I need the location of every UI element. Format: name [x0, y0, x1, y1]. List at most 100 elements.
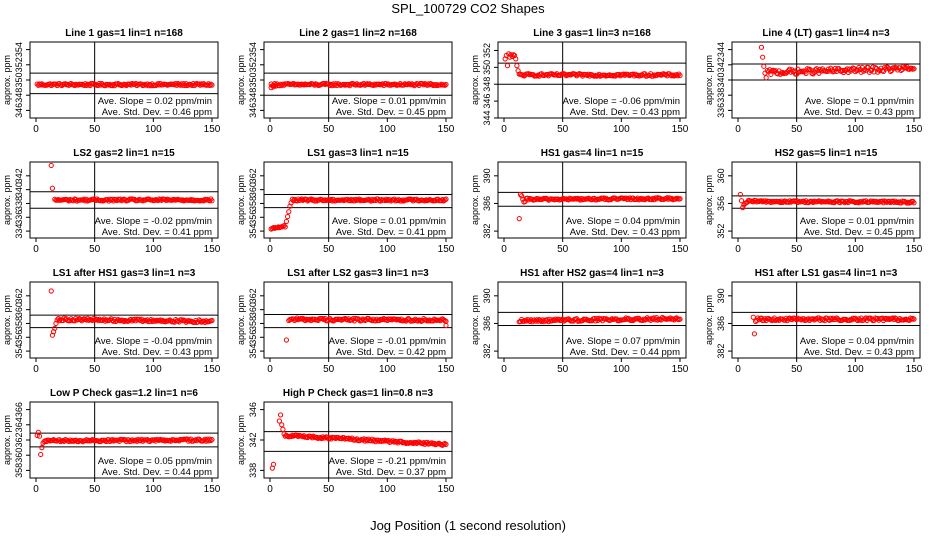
- data-point: [69, 437, 75, 443]
- data-point: [392, 81, 399, 87]
- y-tick-label: 390: [716, 288, 726, 303]
- std-dev-annotation: Ave. Std. Dev. = 0.43 ppm: [804, 107, 914, 118]
- data-point: [404, 82, 410, 88]
- data-point: [652, 195, 658, 201]
- data-point: [443, 318, 449, 324]
- x-tick-label: 0: [33, 244, 39, 255]
- data-point: [443, 81, 449, 88]
- data-point: [553, 316, 559, 322]
- std-dev-annotation: Ave. Std. Dev. = 0.45 ppm: [336, 107, 446, 118]
- data-point: [412, 82, 419, 88]
- data-point: [280, 81, 286, 87]
- data-point: [832, 65, 838, 71]
- slope-annotation: Ave. Slope = 0.05 ppm/min: [98, 456, 212, 467]
- data-point: [149, 318, 155, 325]
- data-point: [409, 197, 415, 203]
- data-point: [38, 82, 44, 88]
- data-point: [650, 73, 656, 79]
- y-tick-label: 362: [248, 168, 258, 183]
- data-point: [609, 196, 615, 202]
- data-point: [555, 196, 561, 202]
- data-point: [438, 317, 444, 323]
- chart-panel: LS1 after LS2 gas=3 lin=1 n=3 0 50 100 150 35…: [236, 268, 455, 375]
- plot-frame: [731, 161, 921, 239]
- x-tick-label: 150: [438, 124, 455, 135]
- data-point: [133, 437, 139, 443]
- std-dev-annotation: Ave. Std. Dev. = 0.43 ppm: [102, 347, 212, 358]
- data-point: [737, 191, 743, 198]
- data-point: [277, 81, 284, 87]
- y-tick-label: 360: [14, 302, 24, 317]
- panel-title: HS1 after LS1 gas=4 lin=1 n=3: [755, 268, 898, 279]
- x-tick-label: 50: [323, 364, 335, 375]
- data-point: [209, 436, 215, 443]
- chart-panel: LS2 gas=2 lin=1 n=150 50 100 15033433633834…: [2, 148, 221, 255]
- data-point: [423, 317, 429, 323]
- x-tick-label: 100: [145, 364, 162, 375]
- data-point: [873, 198, 880, 204]
- x-tick-label: 100: [847, 364, 864, 375]
- x-tick-label: 100: [847, 244, 864, 255]
- x-tick-label: 100: [379, 364, 396, 375]
- data-point: [281, 222, 287, 229]
- x-tick-label: 100: [613, 244, 630, 255]
- data-point: [153, 318, 159, 324]
- panel-title: Line 4 (LT) gas=1 lin=4 n=3: [762, 28, 890, 39]
- data-point: [317, 435, 324, 441]
- data-point: [103, 317, 110, 323]
- chart-panel: Low P Check gas=1.2 lin=1 n=6 0 50 100 150 35…: [2, 388, 221, 495]
- slope-annotation: Ave. Slope = -0.04 ppm/min: [95, 336, 212, 347]
- data-point: [677, 72, 683, 79]
- x-tick-label: 100: [613, 364, 630, 375]
- panel-title: HS1 after HS2 gas=4 lin=1 n=3: [520, 268, 664, 279]
- data-point: [885, 315, 891, 322]
- panel-title: LS1 after HS1 gas=3 lin=1 n=3: [53, 268, 196, 279]
- y-tick-label: 348: [248, 88, 258, 103]
- data-point: [877, 68, 883, 74]
- slope-annotation: Ave. Slope = 0.02 ppm/min: [98, 96, 212, 107]
- y-tick-label: 350: [14, 72, 24, 87]
- x-tick-label: 0: [735, 124, 741, 135]
- y-tick-label: 360: [248, 182, 258, 197]
- y-tick-label: 358: [248, 196, 258, 211]
- y-axis-title: approx. ppm: [2, 295, 12, 345]
- plot-frame: [497, 41, 687, 119]
- slope-annotation: Ave. Slope = 0.01 ppm/min: [332, 96, 446, 107]
- chart-panel: HS1 after HS2 gas=4 lin=1 n=3 0 50 100 150 38…: [470, 268, 689, 375]
- data-point: [533, 197, 539, 203]
- x-tick-label: 0: [33, 484, 39, 495]
- data-point: [434, 81, 440, 88]
- data-point: [650, 195, 656, 201]
- data-point: [646, 316, 653, 322]
- data-point: [390, 197, 396, 203]
- x-tick-label: 50: [557, 364, 569, 375]
- data-point: [114, 318, 120, 324]
- data-point: [122, 197, 128, 203]
- chart-panel: Line 4 (LT) gas=1 lin=4 n=30 50 100 1503363…: [704, 28, 923, 135]
- x-tick-label: 50: [791, 124, 803, 135]
- data-point: [763, 199, 769, 205]
- y-tick-label: 350: [248, 72, 258, 87]
- x-tick-label: 50: [323, 484, 335, 495]
- data-point: [276, 418, 282, 424]
- y-tick-label: 358: [248, 316, 258, 331]
- y-tick-label: 386: [482, 316, 492, 331]
- data-point: [810, 199, 816, 206]
- data-point: [775, 71, 781, 77]
- data-point: [282, 224, 288, 230]
- y-tick-label: 390: [482, 168, 492, 183]
- y-tick-label: 358: [14, 463, 24, 478]
- std-dev-annotation: Ave. Std. Dev. = 0.42 ppm: [336, 347, 446, 358]
- y-tick-label: 382: [716, 344, 726, 359]
- y-tick-label: 348: [482, 77, 492, 92]
- data-point: [48, 162, 54, 169]
- data-point: [39, 445, 45, 451]
- y-tick-label: 350: [482, 60, 492, 75]
- y-tick-label: 352: [248, 57, 258, 72]
- data-point: [526, 197, 532, 203]
- data-point: [608, 317, 614, 323]
- x-tick-label: 0: [33, 364, 39, 375]
- data-point: [443, 441, 449, 447]
- std-dev-annotation: Ave. Std. Dev. = 0.43 ppm: [570, 227, 680, 238]
